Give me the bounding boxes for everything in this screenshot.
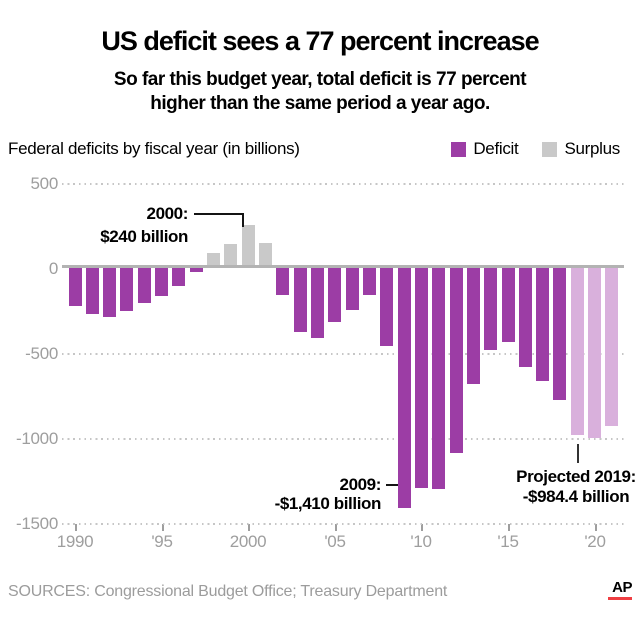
bar-2015: [502, 268, 515, 342]
bar-2011: [432, 268, 445, 489]
annotation-2000-line-1: 2000:: [146, 204, 189, 223]
bar-2020: [588, 268, 601, 438]
bar-2002: [276, 268, 289, 295]
bar-2005: [328, 268, 341, 322]
annotation-2000-connector-h: [194, 213, 244, 215]
bar-1997: [190, 268, 203, 272]
gridline--1000: [62, 438, 624, 440]
bar-2000: [242, 225, 255, 265]
bar-2017: [536, 268, 549, 381]
ap-logo-underline: [608, 597, 632, 600]
bar-1992: [103, 268, 116, 317]
bar-1996: [172, 268, 185, 286]
legend: Deficit Surplus: [451, 139, 620, 159]
legend-label-deficit: Deficit: [473, 139, 519, 158]
x-axis-label-1990: 1990: [56, 532, 94, 551]
bar-1994: [138, 268, 151, 303]
ap-logo: AP: [608, 580, 632, 600]
subtitle-line-1: So far this budget year, total deficit i…: [113, 69, 527, 90]
x-axis-label-2010: '10: [410, 532, 432, 551]
bar-2014: [484, 268, 497, 350]
chart-axis-title: Federal deficits by fiscal year (in bill…: [8, 139, 300, 158]
x-axis-label-2000: 2000: [229, 532, 267, 551]
bar-2001: [259, 243, 272, 265]
x-axis-label-2015: '15: [497, 532, 519, 551]
y-axis-label-0: 0: [48, 259, 58, 278]
x-axis-label-2020: '20: [584, 532, 606, 551]
bar-2016: [519, 268, 532, 367]
x-tick-1990: [75, 524, 77, 531]
y-axis-label--1000: -1000: [16, 429, 58, 448]
bar-2009: [398, 268, 411, 508]
bar-2021: [605, 268, 618, 426]
x-tick-2020: [595, 524, 597, 531]
annotation-2000-connector-v: [242, 213, 244, 227]
y-axis-label--1500: -1500: [16, 514, 58, 533]
bar-1999: [224, 244, 237, 265]
x-axis-label-2005: '05: [324, 532, 346, 551]
bar-2013: [467, 268, 480, 384]
gridline--500: [62, 353, 624, 355]
chart-headline: US deficit sees a 77 percent increase: [101, 26, 539, 56]
annotation-2019-line-2: -$984.4 billion: [522, 487, 630, 506]
bar-2003: [294, 268, 307, 332]
y-axis-label--500: -500: [25, 344, 58, 363]
bar-2006: [346, 268, 359, 310]
annotation-2019-connector-v: [577, 444, 579, 463]
bar-2019: [571, 268, 584, 435]
gridline-500: [62, 183, 624, 185]
subtitle-line-2: higher than the same period a year ago.: [150, 93, 490, 114]
x-tick-2010: [421, 524, 423, 531]
bar-1993: [120, 268, 133, 311]
sources-line: SOURCES: Congressional Budget Office; Tr…: [8, 583, 448, 600]
x-tick-2005: [335, 524, 337, 531]
deficit-swatch-icon: [451, 141, 467, 157]
annotation-2009-connector-h: [386, 484, 398, 486]
chart-subtitle: So far this budget year, total deficit i…: [0, 68, 640, 116]
bar-2008: [380, 268, 393, 346]
y-axis-label-500: 500: [30, 174, 59, 193]
zero-axis-line: [62, 265, 624, 268]
bar-2007: [363, 268, 376, 295]
bar-1991: [86, 268, 99, 314]
bar-1998: [207, 253, 220, 265]
surplus-swatch-icon: [542, 141, 558, 157]
annotation-2000: 2000: $240 billion: [100, 202, 188, 248]
x-tick-1995: [162, 524, 164, 531]
annotation-2009-line-1: 2009:: [339, 475, 382, 494]
x-tick-2015: [508, 524, 510, 531]
legend-item-surplus: Surplus: [542, 139, 620, 159]
annotation-2019-line-1: Projected 2019:: [516, 467, 636, 486]
ap-logo-text: AP: [612, 579, 632, 596]
annotation-2009: 2009: -$1,410 billion: [274, 475, 382, 513]
bar-1990: [69, 268, 82, 306]
gridline--1500: [62, 523, 624, 525]
bar-2010: [415, 268, 428, 488]
annotation-2000-line-2: $240 billion: [100, 227, 188, 246]
bar-1995: [155, 268, 168, 296]
legend-label-surplus: Surplus: [564, 139, 620, 158]
legend-item-deficit: Deficit: [451, 139, 519, 159]
x-tick-2000: [248, 524, 250, 531]
annotation-2009-line-2: -$1,410 billion: [274, 494, 382, 513]
bar-2012: [450, 268, 463, 453]
x-axis-label-1995: '95: [151, 532, 173, 551]
annotation-2019: Projected 2019: -$984.4 billion: [512, 467, 640, 507]
bar-2004: [311, 268, 324, 338]
bar-2018: [553, 268, 566, 400]
